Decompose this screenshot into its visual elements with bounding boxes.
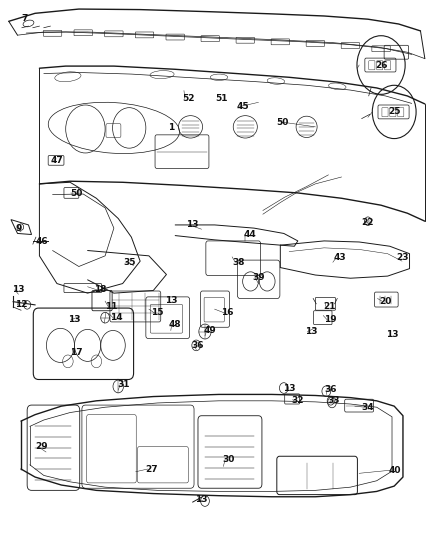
Text: 52: 52 (182, 94, 194, 103)
Text: 16: 16 (222, 309, 234, 317)
Text: 7: 7 (21, 14, 27, 23)
Text: 23: 23 (397, 254, 409, 262)
Text: 34: 34 (362, 403, 374, 411)
Text: 25: 25 (388, 108, 400, 116)
Text: 1: 1 (168, 124, 174, 132)
Text: 17: 17 (71, 349, 83, 357)
Text: 13: 13 (68, 316, 81, 324)
Text: 31: 31 (117, 381, 130, 389)
Text: 19: 19 (325, 316, 337, 324)
Text: 13: 13 (12, 286, 25, 294)
Text: 50: 50 (71, 189, 83, 198)
Text: 18: 18 (95, 286, 107, 294)
Text: 15: 15 (152, 309, 164, 317)
Text: 45: 45 (237, 102, 249, 111)
Text: 26: 26 (375, 61, 387, 69)
Text: 13: 13 (386, 330, 398, 338)
Text: 13: 13 (187, 221, 199, 229)
Text: 13: 13 (165, 296, 177, 305)
Text: 39: 39 (252, 273, 265, 281)
Text: 48: 48 (169, 320, 181, 328)
Text: 27: 27 (145, 465, 157, 473)
Text: 13: 13 (195, 496, 208, 504)
Text: 36: 36 (325, 385, 337, 393)
Text: 44: 44 (243, 230, 256, 239)
Text: 49: 49 (204, 326, 217, 335)
Text: 33: 33 (328, 397, 340, 405)
Text: 12: 12 (15, 301, 27, 309)
Text: 35: 35 (123, 258, 135, 266)
Text: 13: 13 (283, 384, 295, 392)
Text: 14: 14 (110, 313, 122, 322)
Text: 21: 21 (323, 302, 336, 311)
Text: 32: 32 (292, 397, 304, 405)
Text: 30: 30 (223, 455, 235, 464)
Text: 22: 22 (362, 218, 374, 227)
Text: 51: 51 (215, 94, 227, 103)
Text: 46: 46 (35, 238, 48, 246)
Text: 47: 47 (50, 157, 64, 165)
Text: 40: 40 (389, 466, 401, 474)
Text: 29: 29 (35, 442, 48, 451)
Text: 50: 50 (276, 118, 289, 127)
Text: 9: 9 (15, 224, 21, 232)
Text: 38: 38 (233, 258, 245, 266)
Text: 36: 36 (192, 341, 204, 350)
Text: 43: 43 (333, 254, 346, 262)
Text: 11: 11 (106, 302, 118, 311)
Text: 13: 13 (305, 327, 317, 336)
Text: 20: 20 (379, 297, 392, 305)
